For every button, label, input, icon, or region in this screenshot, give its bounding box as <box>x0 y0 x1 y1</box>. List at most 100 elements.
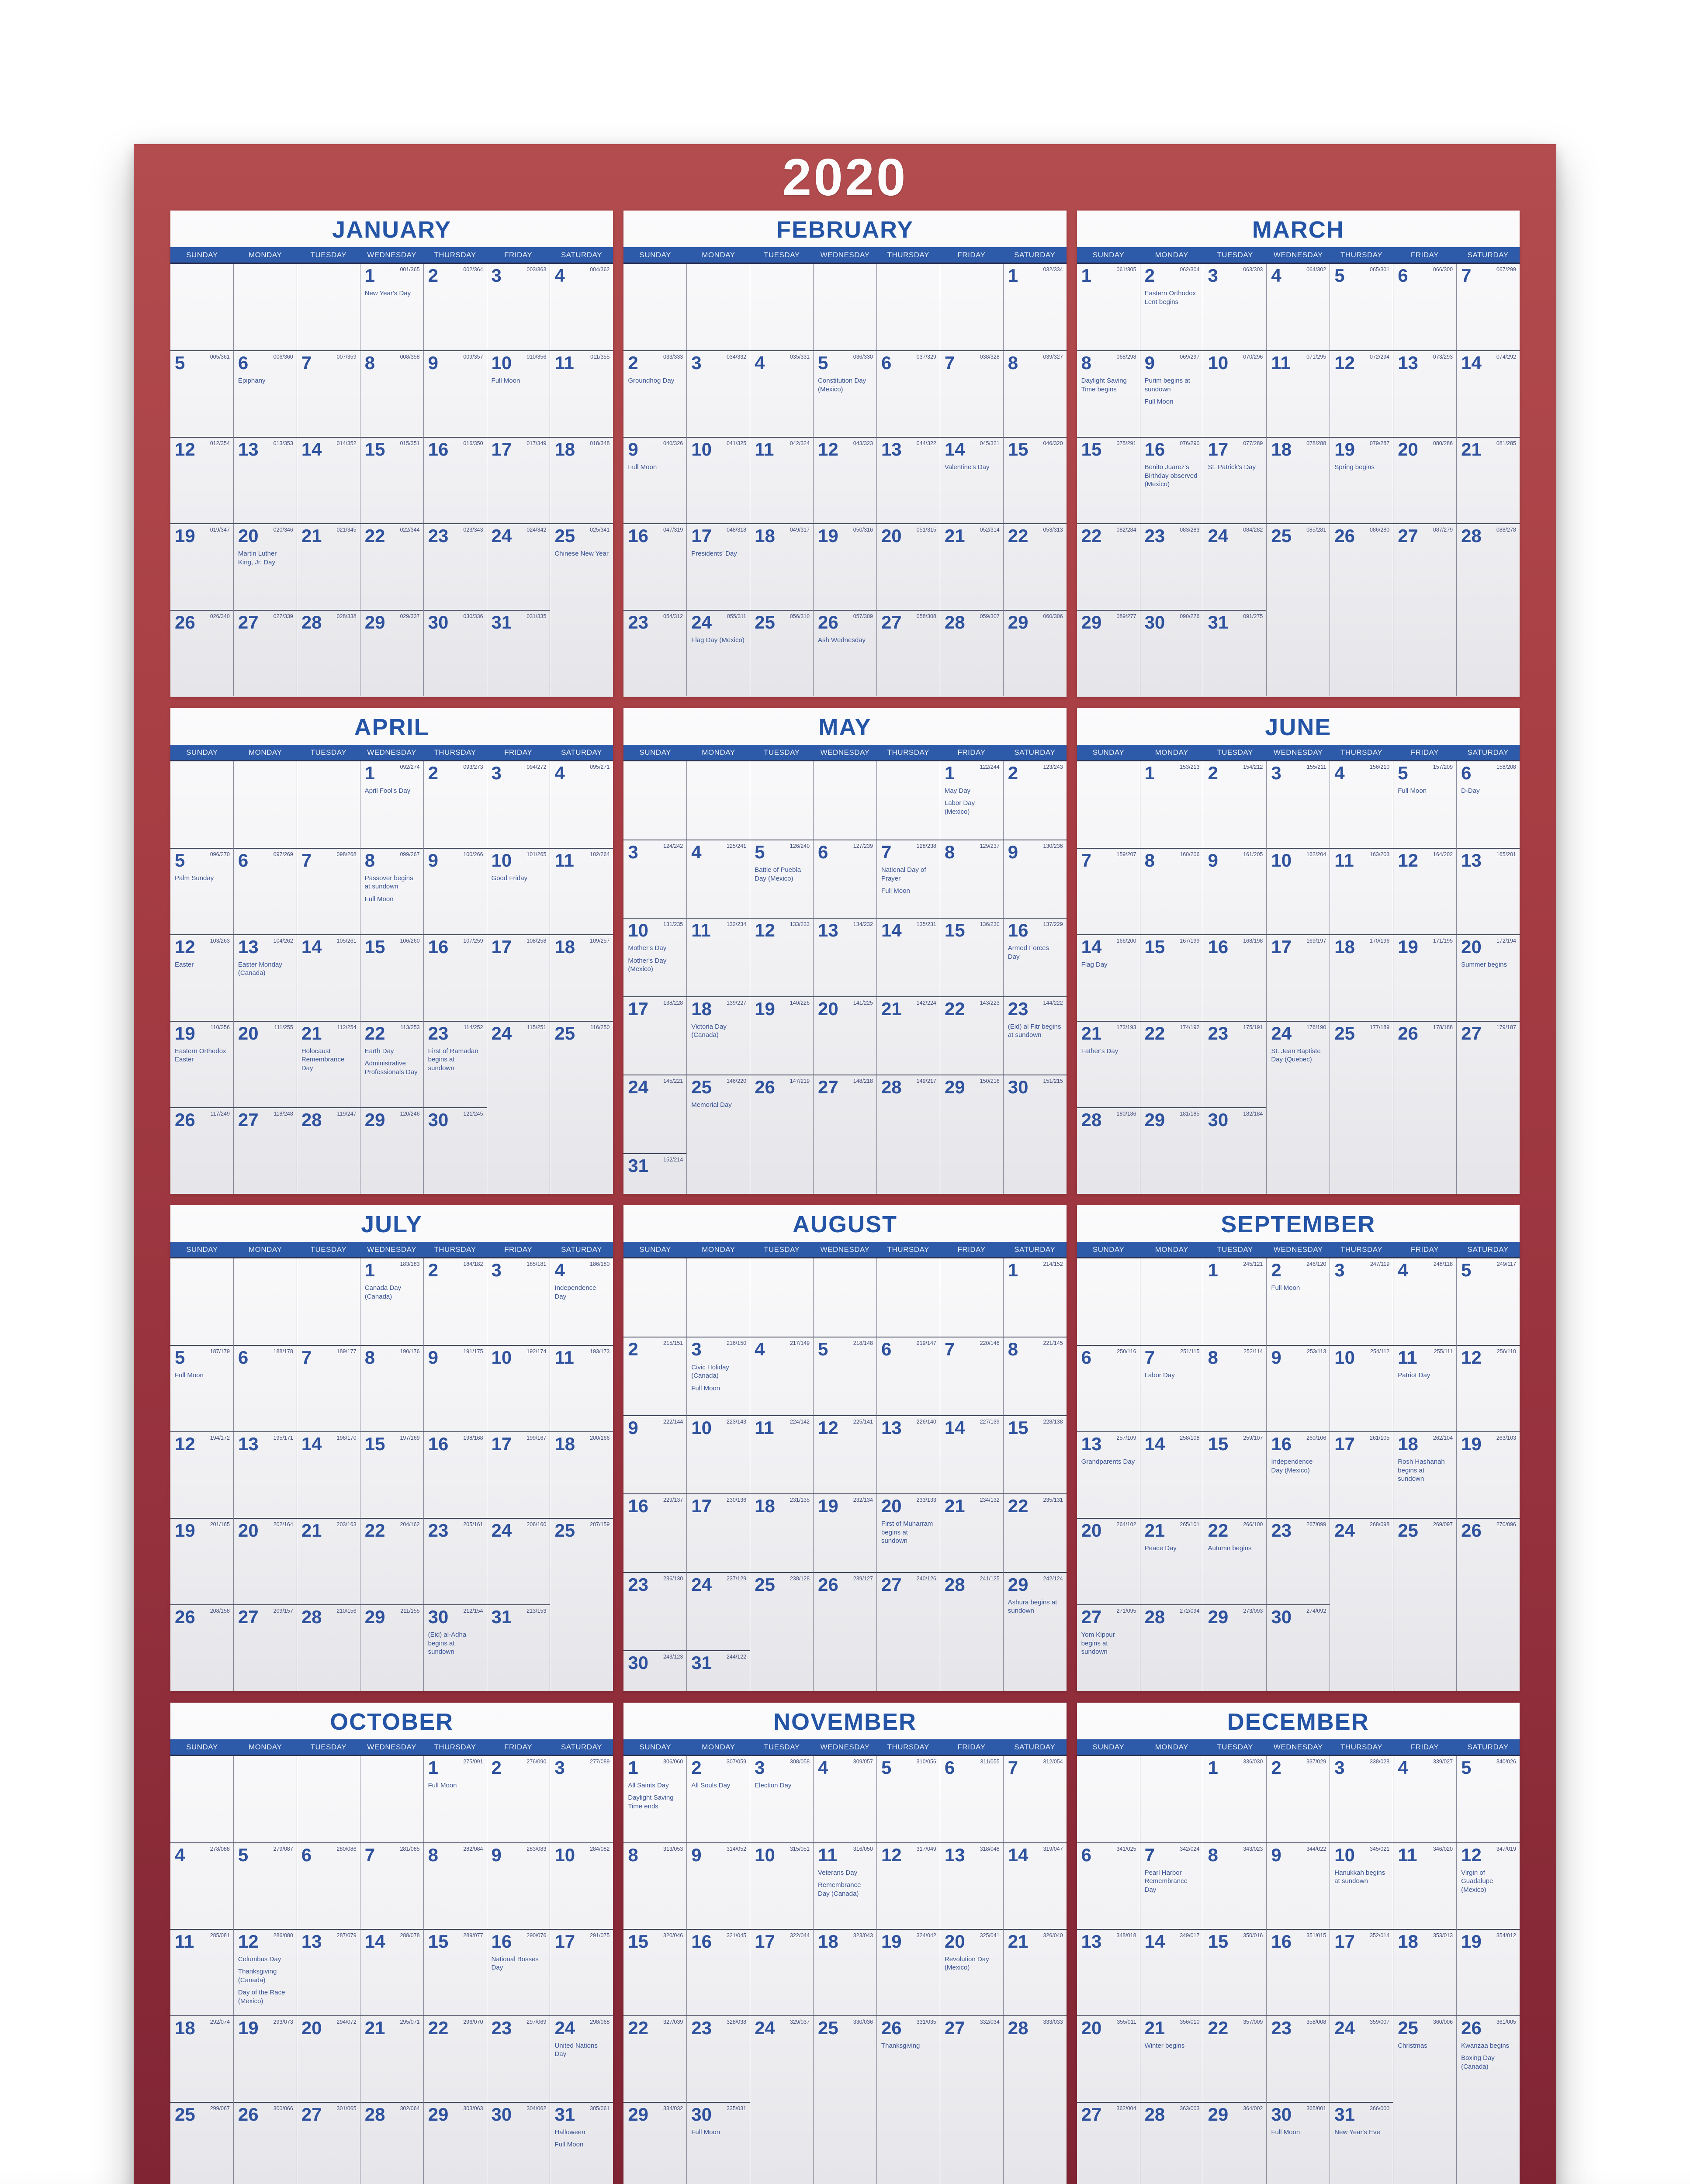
day-cell: 094/272 3 <box>486 761 550 848</box>
day-cell: 096/270 5 Palm Sunday <box>170 847 233 934</box>
day-cell: 027/339 27 <box>233 610 297 697</box>
day-cell: 252/114 8 <box>1203 1345 1267 1432</box>
holiday-label: Victoria Day (Canada) <box>691 1023 727 1039</box>
day-cell <box>1456 2101 1520 2184</box>
day-number: 17 <box>1334 1931 1355 1952</box>
day-of-year: 075/291 <box>1116 440 1136 447</box>
month-weeks: 061/305 1 062/304 2 Eastern Orthodox Lent be… <box>1077 264 1520 697</box>
day-cell: 322/044 17 <box>750 1928 814 2015</box>
day-of-year: 201/165 <box>210 1521 230 1528</box>
weekday-header: MONDAY <box>702 251 735 259</box>
day-number: 10 <box>554 1844 575 1865</box>
day-of-year: 165/201 <box>1496 851 1516 857</box>
day-cell: 026/340 26 <box>170 610 233 696</box>
day-number: 13 <box>238 439 259 460</box>
day-number: 30 <box>428 612 449 633</box>
day-cell <box>1266 1107 1330 1194</box>
day-of-year: 316/050 <box>853 1845 873 1852</box>
week-row: 173/193 21 Father's Day 174/192 22 175/191 23 1… <box>1077 1020 1520 1107</box>
day-cell: 237/129 24 <box>686 1572 750 1651</box>
day-cell: 236/130 23 <box>623 1572 687 1650</box>
day-cell <box>623 761 686 840</box>
day-cell: 152/214 31 <box>623 1153 687 1194</box>
day-number: 29 <box>1008 612 1029 633</box>
day-number: 1 <box>1008 265 1018 286</box>
day-number: 15 <box>628 1931 649 1952</box>
day-number: 22 <box>944 998 965 1019</box>
day-of-year: 339/027 <box>1433 1758 1453 1765</box>
day-number: 16 <box>491 1931 512 1952</box>
day-number: 4 <box>554 1260 565 1280</box>
day-cell: 017/349 17 <box>486 437 550 524</box>
day-cell <box>813 1153 876 1194</box>
day-cell: 010/356 10 Full Moon <box>486 350 550 437</box>
day-of-year: 174/192 <box>1180 1024 1200 1030</box>
day-number: 26 <box>1461 1520 1482 1541</box>
holiday-label: Patriot Day <box>1398 1372 1430 1379</box>
day-cell <box>623 1258 686 1337</box>
day-number: 25 <box>1398 2017 1418 2038</box>
day-cell: 020/346 20 Martin Luther King, Jr. Day <box>233 523 297 610</box>
day-cell: 063/303 3 <box>1203 264 1266 351</box>
day-number: 23 <box>1271 2017 1292 2038</box>
weekday-header: FRIDAY <box>957 251 986 259</box>
day-number: 2 <box>691 1757 702 1778</box>
day-of-year: 137/229 <box>1043 921 1063 928</box>
weekday-header: SUNDAY <box>639 1742 671 1751</box>
day-cell: 242/124 29 Ashura begins at sundown <box>1003 1572 1067 1651</box>
day-cell: 141/225 20 <box>813 996 876 1075</box>
holiday-label: First of Ramadan begins at sundown <box>428 1047 478 1072</box>
day-number: 2 <box>1271 1757 1281 1778</box>
day-cell: 202/164 20 <box>233 1518 297 1605</box>
day-cell: 224/142 11 <box>750 1415 814 1494</box>
day-cell: 128/238 7 National Day of Prayer Full Moon <box>876 839 940 918</box>
month-weeks: 001/365 1 New Year's Day 002/364 2 003/363 3 00… <box>170 264 613 697</box>
day-cell: 207/159 25 <box>550 1518 613 1605</box>
day-number: 29 <box>628 2104 649 2125</box>
month-title: JULY <box>361 1211 423 1237</box>
day-of-year: 313/053 <box>663 1845 683 1852</box>
day-cell: 060/306 29 <box>1003 610 1067 697</box>
day-of-year: 275/091 <box>463 1758 483 1765</box>
day-of-year: 315/051 <box>790 1845 810 1852</box>
day-cell: 170/196 18 <box>1330 934 1393 1021</box>
day-number: 18 <box>818 1931 838 1952</box>
day-of-year: 110/256 <box>210 1024 230 1030</box>
day-cell: 154/212 2 <box>1203 761 1266 848</box>
day-of-year: 276/090 <box>526 1758 547 1765</box>
day-number: 30 <box>1144 612 1165 633</box>
day-number: 21 <box>301 1520 322 1541</box>
day-cell: 181/185 29 <box>1139 1107 1203 1194</box>
day-of-year: 106/260 <box>400 937 420 944</box>
day-number: 20 <box>301 2017 322 2038</box>
day-number: 18 <box>691 998 712 1019</box>
day-cell <box>686 264 750 351</box>
day-of-year: 247/119 <box>1370 1261 1390 1267</box>
day-of-year: 013/353 <box>273 440 293 447</box>
day-number: 22 <box>364 1520 385 1541</box>
week-row: 103/263 12 Easter 104/262 13 Easter Monday (C… <box>170 934 613 1021</box>
month-title: NOVEMBER <box>773 1708 917 1735</box>
weekday-header: WEDNESDAY <box>820 748 870 757</box>
day-number: 21 <box>364 2017 385 2038</box>
day-cell: 289/077 15 <box>423 1928 487 2015</box>
day-cell: 107/259 16 <box>423 934 487 1021</box>
day-cell: 008/358 8 <box>360 350 423 437</box>
day-number: 8 <box>944 841 955 862</box>
day-of-year: 267/099 <box>1306 1521 1326 1528</box>
weekday-header: THURSDAY <box>1340 1742 1383 1751</box>
day-of-year: 213/153 <box>526 1608 547 1614</box>
day-number: 11 <box>818 1844 838 1865</box>
day-number: 13 <box>238 936 259 957</box>
day-number: 24 <box>491 1023 512 1044</box>
day-cell: 357/009 22 <box>1203 2015 1267 2102</box>
weekday-header: FRIDAY <box>504 1245 533 1254</box>
day-number: 4 <box>755 1339 765 1360</box>
day-of-year: 277/089 <box>590 1758 610 1765</box>
day-cell <box>813 264 876 351</box>
day-cell <box>1266 610 1330 697</box>
day-number: 28 <box>1461 525 1482 546</box>
day-number: 25 <box>554 525 575 546</box>
week-row: 040/326 9 Full Moon 041/325 10 042/324 11 043/3… <box>623 437 1067 524</box>
day-number: 10 <box>491 1347 512 1368</box>
